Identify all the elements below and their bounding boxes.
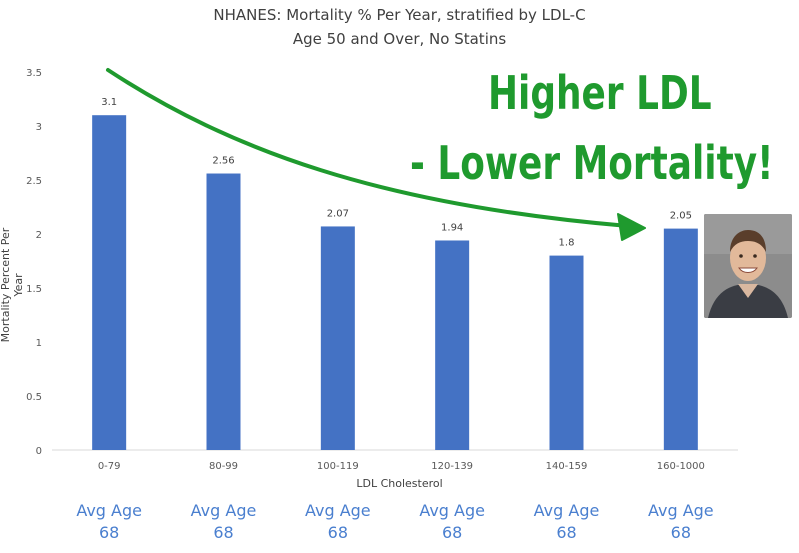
bar-value-label: 3.1 (101, 97, 117, 108)
presenter-portrait-icon (704, 214, 792, 318)
headline-line-1: Higher LDL (488, 66, 712, 120)
avg-age-value: 68 (98, 523, 120, 542)
bar-value-label: 1.94 (441, 222, 463, 233)
avg-age-label: Avg Age 68 (59, 500, 159, 544)
avg-age-value: 68 (556, 523, 577, 542)
y-tick-label: 2 (36, 230, 42, 241)
avg-age-value: 68 (327, 523, 348, 542)
bar (435, 240, 470, 450)
y-tick-label: 1.5 (26, 284, 42, 295)
x-tick-label: 160-1000 (657, 461, 705, 472)
bar (663, 228, 698, 450)
x-axis-title: LDL Cholesterol (356, 477, 443, 490)
avg-age-label: Avg Age 68 (288, 500, 388, 544)
x-tick-label: 80-99 (209, 461, 238, 472)
avg-age-value: 68 (213, 523, 234, 542)
avg-age-caption: Avg Age (647, 501, 714, 520)
bar-value-label: 2.05 (670, 211, 692, 222)
x-tick-label: 100-119 (317, 461, 359, 472)
avg-age-caption: Avg Age (190, 501, 257, 520)
trend-arrow-line (106, 68, 630, 228)
y-tick-label: 1 (36, 338, 42, 349)
avg-age-caption: Avg Age (304, 501, 371, 520)
chart-subtitle: Age 50 and Over, No Statins (292, 30, 507, 48)
bar (206, 173, 241, 450)
chart-title: NHANES: Mortality % Per Year, stratified… (213, 6, 586, 24)
y-tick-label: 3.5 (26, 68, 42, 79)
avg-age-caption: Avg Age (533, 501, 600, 520)
avg-age-label: Avg Age 68 (517, 500, 617, 544)
bar-value-label: 1.8 (559, 238, 575, 249)
trend-arrow-head-icon (617, 213, 646, 241)
x-tick-label: 120-139 (431, 461, 473, 472)
avg-age-label: Avg Age 68 (402, 500, 502, 544)
y-tick-label: 0.5 (26, 392, 42, 403)
avg-age-value: 68 (441, 523, 463, 542)
bar (549, 255, 584, 450)
y-tick-label: 2.5 (26, 176, 42, 187)
y-tick-label: 0 (36, 446, 42, 457)
x-tick-label: 140-159 (546, 461, 588, 472)
bar-value-label: 2.56 (212, 156, 234, 167)
headline-line-2: - Lower Mortality! (410, 136, 774, 190)
avg-age-value: 68 (670, 523, 691, 542)
y-tick-label: 3 (36, 122, 42, 133)
presenter-photo (704, 214, 792, 318)
bar (92, 115, 127, 450)
avg-age-caption: Avg Age (76, 501, 142, 520)
avg-age-row: Avg Age 68 Avg Age 68 Avg Age 68 Avg Age 68 Avg … (0, 500, 799, 550)
bar-value-label: 2.07 (327, 208, 349, 219)
avg-age-label: Avg Age 68 (631, 500, 731, 544)
bar (320, 226, 355, 450)
avg-age-caption: Avg Age (419, 501, 485, 520)
x-tick-label: 0-79 (98, 461, 121, 472)
avg-age-label: Avg Age 68 (174, 500, 274, 544)
y-axis-title: Mortality Percent Per Year (0, 227, 25, 343)
